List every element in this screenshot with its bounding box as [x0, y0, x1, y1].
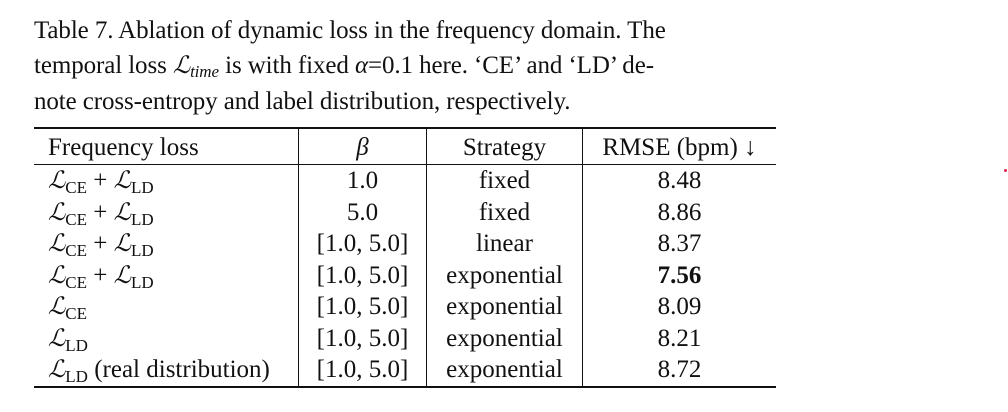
loss-symbol-a: ℒ: [48, 355, 66, 384]
cell-rmse: 7.56: [582, 259, 776, 291]
cell-rmse: 8.86: [582, 196, 776, 228]
cell-beta: 1.0: [298, 164, 427, 197]
ablation-table: Frequency loss β Strategy RMSE (bpm) ↓ ℒ…: [34, 127, 776, 388]
table-row: ℒCE [1.0, 5.0] exponential 8.09: [34, 291, 776, 323]
cell-strategy: fixed: [426, 164, 583, 197]
temporal-loss-subscript: time: [190, 62, 219, 81]
cell-frequency-loss: ℒLD (real distribution): [34, 354, 299, 387]
loss-subscript-a: CE: [65, 209, 88, 229]
cell-strategy: fixed: [426, 196, 583, 228]
cell-strategy: exponential: [426, 322, 583, 354]
cell-strategy: linear: [426, 228, 583, 260]
table-header-row: Frequency loss β Strategy RMSE (bpm) ↓: [34, 128, 776, 165]
temporal-loss-symbol: ℒ: [172, 51, 191, 79]
loss-symbol-a: ℒ: [48, 166, 66, 195]
caption-line-3: note cross-entropy and label distributio…: [34, 88, 571, 115]
loss-symbol-a: ℒ: [48, 197, 66, 226]
table-caption: Table 7. Ablation of dynamic loss in the…: [34, 14, 779, 119]
cell-strategy: exponential: [426, 354, 583, 387]
cell-rmse: 8.21: [582, 322, 776, 354]
cell-beta: [1.0, 5.0]: [298, 259, 427, 291]
caption-line-2-end: =0.1 here. ‘CE’ and ‘LD’ de-: [367, 52, 654, 79]
loss-subscript-a: LD: [65, 335, 88, 355]
table-row: ℒLD [1.0, 5.0] exponential 8.21: [34, 322, 776, 355]
cell-beta: [1.0, 5.0]: [298, 322, 427, 354]
loss-subscript-b: LD: [130, 272, 154, 292]
loss-subscript-b: LD: [130, 178, 154, 198]
cell-frequency-loss: ℒLD: [34, 323, 299, 355]
loss-subscript-a: CE: [65, 241, 88, 261]
table-row: ℒCE + ℒLD [1.0, 5.0] linear 8.37: [34, 228, 776, 260]
loss-plus: +: [87, 198, 114, 226]
caption-line-2: temporal loss ℒtime is with fixed α=0.1 …: [34, 48, 779, 85]
header-frequency-loss: Frequency loss: [48, 134, 199, 161]
loss-symbol-a: ℒ: [48, 229, 66, 258]
header-rmse: RMSE (bpm) ↓: [582, 128, 776, 165]
cell-rmse: 8.37: [582, 228, 776, 260]
cell-frequency-loss: ℒCE + ℒLD: [34, 197, 299, 229]
cell-frequency-loss: ℒCE + ℒLD: [34, 260, 299, 292]
caption-line-2-start: temporal loss: [34, 52, 167, 79]
cell-beta: [1.0, 5.0]: [298, 228, 427, 260]
cell-frequency-loss: ℒCE + ℒLD: [34, 165, 299, 197]
loss-symbol-b: ℒ: [113, 260, 131, 289]
loss-symbol-b: ℒ: [113, 166, 131, 195]
cell-strategy: exponential: [426, 291, 583, 323]
loss-subscript-a: CE: [65, 178, 88, 198]
caption-line-1: Table 7. Ablation of dynamic loss in the…: [34, 17, 666, 44]
alpha-symbol: α: [354, 52, 368, 79]
caption-line-2-mid: is with fixed: [225, 52, 349, 79]
loss-subscript-a: CE: [65, 272, 88, 292]
loss-symbol-b: ℒ: [113, 197, 131, 226]
table-body: ℒCE + ℒLD 1.0 fixed 8.48 ℒCE + ℒLD 5.0 fixed 8.…: [34, 164, 776, 387]
loss-subscript-b: LD: [130, 241, 154, 261]
loss-plus: +: [87, 167, 114, 195]
loss-plus: +: [87, 230, 114, 258]
stray-mark: [1004, 169, 1007, 172]
loss-symbol-a: ℒ: [48, 260, 66, 289]
cell-rmse: 8.09: [582, 291, 776, 323]
cell-beta: 5.0: [298, 196, 427, 228]
cell-beta: [1.0, 5.0]: [298, 291, 427, 323]
loss-symbol-b: ℒ: [113, 229, 131, 258]
loss-plus: +: [87, 261, 114, 289]
header-strategy: Strategy: [426, 128, 583, 165]
loss-symbol-a: ℒ: [48, 323, 66, 352]
beta-symbol: β: [356, 134, 369, 161]
header-beta: β: [298, 128, 427, 165]
loss-subscript-a: CE: [65, 304, 88, 324]
table-row: ℒCE + ℒLD 5.0 fixed 8.86: [34, 196, 776, 229]
cell-rmse: 8.48: [582, 164, 776, 197]
cell-strategy: exponential: [426, 259, 583, 291]
cell-rmse: 8.72: [582, 354, 776, 387]
loss-symbol-a: ℒ: [48, 292, 66, 321]
cell-frequency-loss: ℒCE + ℒLD: [34, 228, 299, 260]
table-row: ℒLD (real distribution) [1.0, 5.0] exponen…: [34, 354, 776, 387]
table-row: ℒCE + ℒLD [1.0, 5.0] exponential 7.56: [34, 259, 776, 292]
table-row: ℒCE + ℒLD 1.0 fixed 8.48: [34, 164, 776, 197]
loss-subscript-b: LD: [130, 209, 154, 229]
cell-frequency-loss: ℒCE: [34, 291, 299, 323]
loss-subscript-a: LD: [65, 367, 88, 387]
loss-suffix: (real distribution): [87, 356, 270, 384]
cell-beta: [1.0, 5.0]: [298, 354, 427, 387]
